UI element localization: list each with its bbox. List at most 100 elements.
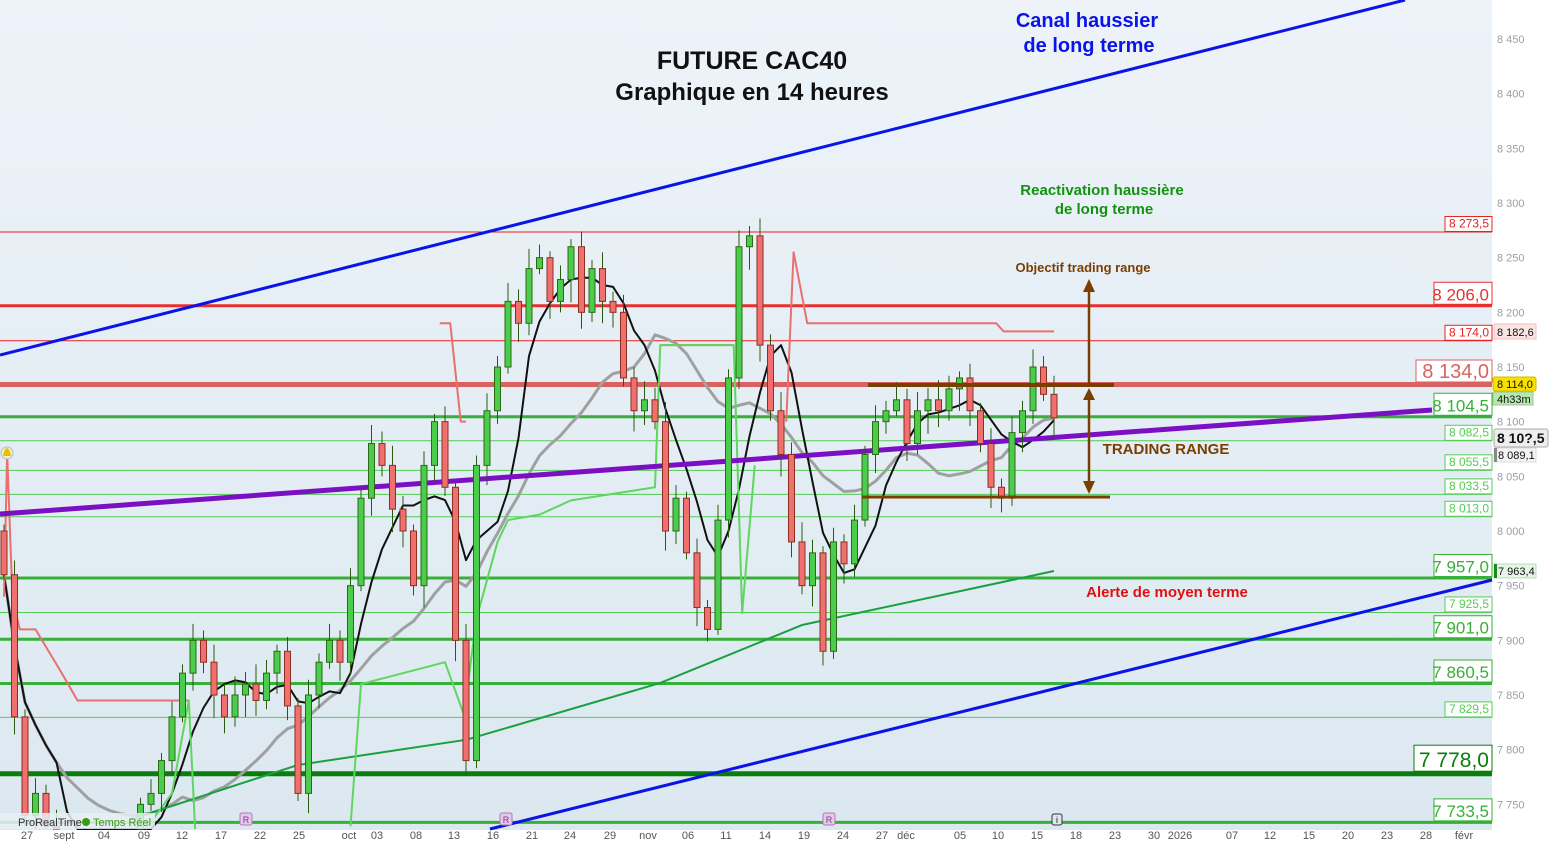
candle-up xyxy=(851,519,858,565)
svg-text:4h33m: 4h33m xyxy=(1497,394,1531,406)
trading-range-label: TRADING RANGE xyxy=(1103,441,1230,458)
alert-label: Alerte de moyen terme xyxy=(1086,584,1248,601)
upper-band-line xyxy=(3,452,189,702)
level-label-box xyxy=(1444,454,1493,471)
price-tick-label: 7 850 xyxy=(1497,690,1525,702)
candle-up xyxy=(1019,410,1026,434)
date-tick-label: 12 xyxy=(1264,830,1276,841)
candle-down xyxy=(0,530,8,576)
price-tick-label: 7 750 xyxy=(1497,799,1525,811)
price-tick-label: 7 900 xyxy=(1497,635,1525,647)
lower-band-tag: 8 089,1 xyxy=(1493,447,1537,463)
candle-up xyxy=(368,443,375,499)
price-axis-ticks: 8 450 8 400 8 350 8 300 8 250 8 200 8 150 8 100… xyxy=(1497,34,1525,811)
candle-up xyxy=(305,694,312,794)
channel-label-1: Canal haussier xyxy=(1016,10,1159,32)
candle-down xyxy=(798,541,806,587)
candle-up xyxy=(809,552,816,587)
candle-up xyxy=(168,716,176,762)
candle-down xyxy=(399,508,407,532)
candle-down xyxy=(336,639,344,663)
candle-down xyxy=(441,421,449,488)
candle-up xyxy=(147,792,155,805)
level-label-box xyxy=(1415,359,1493,383)
date-tick-label: 03 xyxy=(371,830,383,841)
candle-down xyxy=(683,497,690,554)
level-label-box xyxy=(1433,392,1493,416)
brand-label: ProRealTime xyxy=(18,817,82,829)
level-label-box xyxy=(1444,500,1493,517)
date-tick-label: 25 xyxy=(293,830,305,841)
date-tick-label: 21 xyxy=(526,830,538,841)
candle-down xyxy=(11,574,18,718)
candle-down xyxy=(767,344,774,412)
level-label: 8 033,5 xyxy=(1449,479,1489,493)
high-price-tag: 8 114,0 xyxy=(1492,376,1537,392)
date-tick-label: 22 xyxy=(254,830,266,841)
candle-up xyxy=(420,464,428,587)
price-tick-label: 8 050 xyxy=(1497,471,1525,483)
date-axis-ticks: 27 sept 04 09 12 17 22 25 oct 03 08 13 16 21 24 29 nov 06… xyxy=(21,830,1474,841)
candle-up xyxy=(273,650,281,674)
date-tick-label: 13 xyxy=(448,830,460,841)
price-axis[interactable] xyxy=(1492,0,1549,841)
candle-up xyxy=(483,410,491,466)
info-marker[interactable]: i xyxy=(1051,813,1063,826)
level-label: 7 957,0 xyxy=(1432,558,1489,577)
candle-up xyxy=(746,235,753,248)
date-tick-label: 09 xyxy=(138,830,150,841)
candle-up xyxy=(494,366,501,412)
candle-down xyxy=(819,552,827,652)
date-tick-label: 18 xyxy=(1070,830,1082,841)
upper-channel-line[interactable] xyxy=(0,0,1406,357)
date-tick-label: 07 xyxy=(1226,830,1238,841)
reactivation-label-1: Reactivation haussière xyxy=(1020,182,1183,199)
candle-up xyxy=(830,541,837,652)
candle-down xyxy=(662,421,669,532)
price-tick-label: 8 250 xyxy=(1497,253,1525,265)
level-label: 7 733,5 xyxy=(1432,802,1489,821)
svg-text:8 182,6: 8 182,6 xyxy=(1497,327,1534,339)
candle-down xyxy=(21,716,29,816)
candle-up xyxy=(242,683,249,696)
level-label-box xyxy=(1444,478,1493,495)
r-marker[interactable]: R xyxy=(239,812,253,826)
candle-down xyxy=(903,399,911,445)
candle-down xyxy=(221,694,228,718)
lower-band-line xyxy=(349,344,756,827)
level-label-box xyxy=(1444,324,1493,341)
price-tick-label: 7 950 xyxy=(1497,581,1525,593)
candle-down xyxy=(410,530,417,587)
level-label: 7 901,0 xyxy=(1432,619,1489,638)
candle-down xyxy=(788,453,795,543)
r-marker[interactable]: R xyxy=(499,812,513,826)
r-marker[interactable]: R xyxy=(822,812,836,826)
candle-up xyxy=(557,279,564,302)
candle-down xyxy=(966,377,974,412)
candle-up xyxy=(357,497,365,587)
level-label: 7 925,5 xyxy=(1449,597,1489,611)
date-tick-label: 28 xyxy=(1420,830,1432,841)
date-tick-label: 27 xyxy=(876,830,888,841)
range-objective-arrow xyxy=(1083,279,1095,383)
candle-up xyxy=(315,661,323,696)
candle-up xyxy=(872,421,879,455)
candle-up xyxy=(189,639,197,674)
candle-up xyxy=(924,399,932,412)
candle-up xyxy=(861,453,869,521)
bell-icon[interactable] xyxy=(0,446,14,460)
candle-up xyxy=(431,421,438,466)
lower-channel-line[interactable] xyxy=(489,578,1493,831)
date-tick-label: 15 xyxy=(1031,830,1043,841)
candle-down xyxy=(693,552,701,609)
candle-up xyxy=(473,464,480,762)
candle-down xyxy=(756,235,764,346)
price-tick-label: 8 450 xyxy=(1497,34,1525,46)
candle-down xyxy=(294,705,302,794)
price-tick-label: 8 000 xyxy=(1497,526,1525,538)
price-tick-label: 8 150 xyxy=(1497,362,1525,374)
level-label: 8 134,0 xyxy=(1422,361,1489,383)
purple-trend-line[interactable] xyxy=(0,407,1433,517)
objective-label: Objectif trading range xyxy=(1015,260,1150,275)
